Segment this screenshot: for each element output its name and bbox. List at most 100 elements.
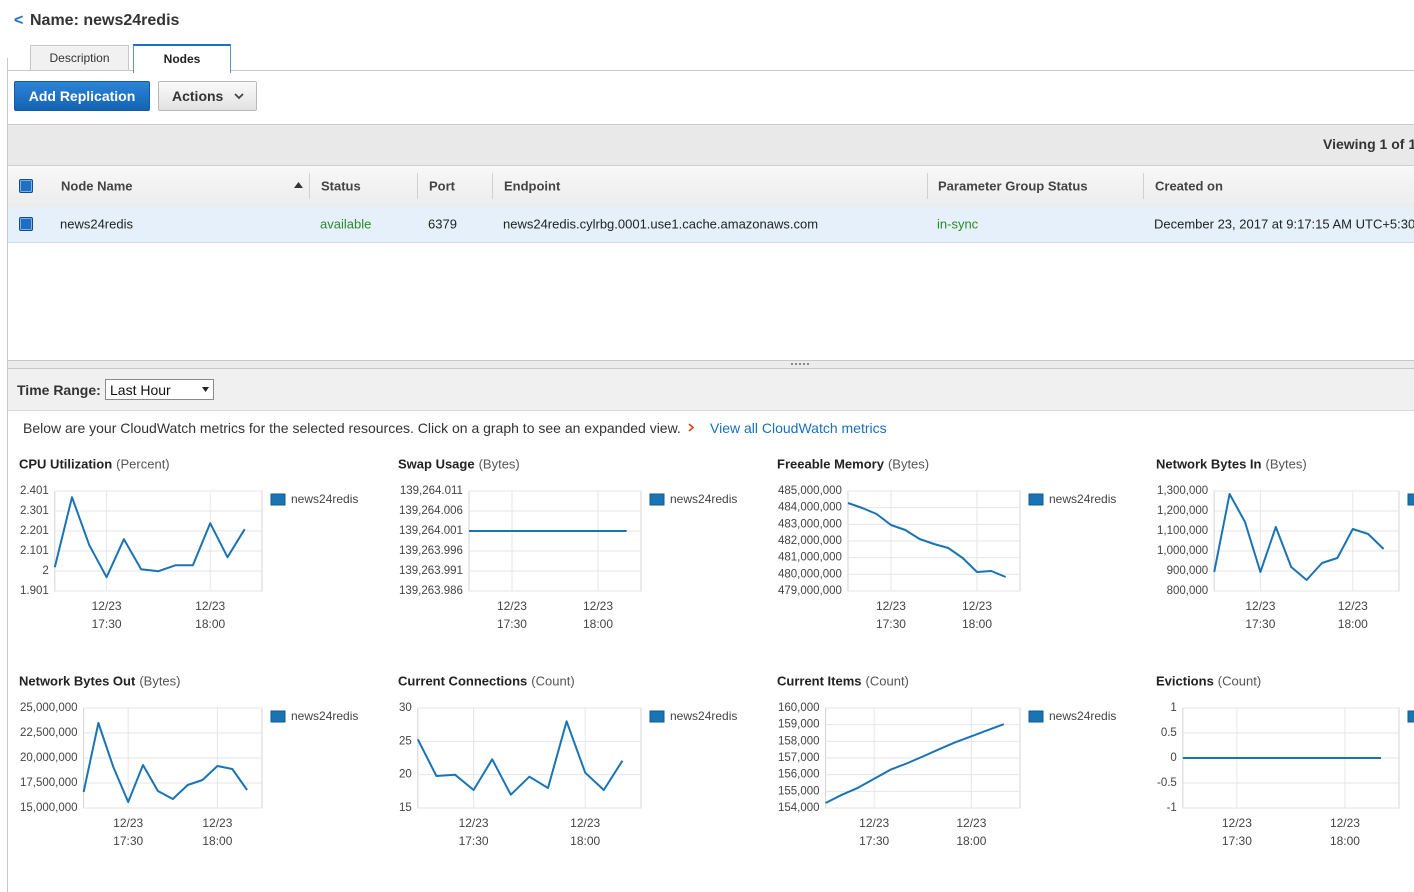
- chart-panel[interactable]: CPU Utilization (Percent) 1.901 2 2.101 2.201…: [19, 455, 398, 655]
- y-tick-label: 1: [1170, 702, 1176, 714]
- charts-area: CPU Utilization (Percent) 1.901 2 2.101 2.201…: [0, 455, 1414, 892]
- legend-swatch: [1028, 493, 1044, 506]
- column-header[interactable]: Status: [321, 178, 361, 194]
- cell: 6379: [428, 216, 457, 232]
- legend-label: news24redis: [291, 709, 358, 723]
- y-tick-label: 483,000,000: [778, 518, 842, 530]
- plot-area: [54, 490, 263, 592]
- column-divider: [492, 173, 493, 199]
- sort-icon: [294, 182, 303, 188]
- chart-unit: (Bytes): [139, 673, 180, 688]
- y-tick-label: 2.101: [20, 545, 49, 557]
- x-tick-label: 12/23 18:00: [582, 599, 613, 631]
- y-tick-label: 160,000: [778, 702, 820, 714]
- y-tick-label: 139,264.011: [400, 485, 463, 497]
- select-arrow: [202, 387, 209, 392]
- x-tick-label: 12/23 18:00: [195, 599, 226, 631]
- chart-title: CPU Utilization: [19, 456, 112, 471]
- data-line: [825, 723, 1005, 804]
- time-range-value: Last Hour: [110, 382, 171, 398]
- chart-unit: (Count): [866, 673, 909, 688]
- column-divider: [309, 173, 310, 199]
- column-header[interactable]: Port: [429, 178, 455, 194]
- tab[interactable]: Description: [30, 45, 129, 71]
- y-tick-label: 139,263.996: [399, 545, 463, 557]
- time-range-select[interactable]: Last Hour: [105, 379, 214, 400]
- column-header[interactable]: Parameter Group Status: [938, 178, 1088, 194]
- y-tick-label: -0.5: [1157, 777, 1177, 789]
- chart: Network Bytes In (Bytes) 800,000 900,000 1,0…: [1156, 456, 1414, 597]
- x-tick-label: 12/23 18:00: [202, 816, 233, 848]
- chart-panel[interactable]: Network Bytes Out (Bytes) 15,000,000 17,500…: [19, 672, 398, 872]
- y-tick-label: 139,264.001: [399, 525, 463, 537]
- x-tick-label: 12/23 17:30: [113, 816, 144, 848]
- row-checkbox[interactable]: [19, 217, 33, 231]
- plot-area: [1213, 490, 1400, 592]
- chart-panel[interactable]: Freeable Memory (Bytes) 479,000,000 480,000…: [777, 455, 1156, 655]
- actions-button[interactable]: Actions: [158, 81, 257, 111]
- chart-unit: (Bytes): [888, 456, 929, 471]
- y-tick-label: 800,000: [1167, 585, 1209, 597]
- splitter[interactable]: [8, 360, 1414, 369]
- y-tick-label: 0.5: [1161, 727, 1177, 739]
- chart-unit: (Bytes): [1265, 456, 1306, 471]
- metrics-intro: Below are your CloudWatch metrics for th…: [23, 420, 681, 436]
- column-divider: [1143, 173, 1144, 199]
- y-tick-label: 1,300,000: [1157, 485, 1208, 497]
- y-tick-label: 2.401: [20, 485, 49, 497]
- x-tick-label: 12/23 17:30: [1245, 599, 1276, 631]
- x-tick-label: 12/23 18:00: [1329, 816, 1360, 848]
- chart-unit: (Bytes): [479, 456, 520, 471]
- chart-panel[interactable]: Current Items (Count) 154,000 155,000 156,00…: [777, 672, 1156, 872]
- table-row[interactable]: [8, 207, 1414, 243]
- add-replication-button[interactable]: Add Replication: [14, 81, 150, 111]
- chart: Current Items (Count) 154,000 155,000 156,00…: [777, 673, 1116, 814]
- viewing-count: Viewing 1 of 1: [1323, 136, 1414, 152]
- column-header[interactable]: Endpoint: [504, 178, 561, 194]
- y-tick-label: 20: [399, 769, 412, 781]
- chart-unit: (Count): [1218, 673, 1261, 688]
- chart-panel[interactable]: Network Bytes In (Bytes) 800,000 900,000 1,0…: [1156, 455, 1414, 655]
- legend-label: news24redis: [1049, 709, 1116, 723]
- x-tick-label: 12/23 17:30: [875, 599, 906, 631]
- chart-panel[interactable]: Current Connections (Count) 15 20 25 30 news24…: [398, 672, 777, 872]
- x-tick-label: 12/23 18:00: [961, 599, 992, 631]
- y-tick-label: 155,000: [778, 785, 820, 797]
- chart-title: Freeable Memory: [777, 456, 885, 471]
- plot: [847, 490, 1021, 592]
- plot-area: [417, 707, 642, 809]
- y-tick-label: 139,264.006: [399, 505, 463, 517]
- cloudwatch-link[interactable]: View all CloudWatch metrics: [710, 420, 887, 436]
- y-tick-label: 158,000: [778, 735, 820, 747]
- cell: December 23, 2017 at 9:17:15 AM UTC+5:30: [1154, 216, 1414, 232]
- back-link[interactable]: <: [14, 12, 24, 29]
- table-toolbar: [8, 124, 1414, 165]
- y-tick-label: 15: [399, 802, 412, 814]
- tab-rule: [8, 70, 1414, 71]
- select-all-checkbox[interactable]: [19, 179, 33, 193]
- data-line: [847, 502, 1007, 578]
- status-cell: in-sync: [937, 216, 979, 232]
- chart-unit: (Percent): [116, 456, 169, 471]
- chart-panel[interactable]: Evictions(Count)-1-0.500.51news24redis12…: [1156, 672, 1414, 872]
- column-header[interactable]: Created on: [1155, 178, 1223, 194]
- column-divider: [927, 173, 928, 199]
- y-tick-label: 25: [399, 735, 412, 747]
- x-tick-label: 12/23 17:30: [1221, 816, 1252, 848]
- plot: [468, 490, 642, 592]
- plot-area: [468, 490, 642, 592]
- column-header[interactable]: Node Name: [61, 178, 133, 194]
- cell: news24redis: [60, 216, 133, 232]
- y-tick-label: -1: [1167, 802, 1177, 814]
- chart: Swap Usage (Bytes) 139,263.986 139,263.991 1…: [398, 456, 737, 597]
- y-tick-label: 159,000: [778, 719, 820, 731]
- status-cell: available: [320, 216, 372, 232]
- tab-active[interactable]: Nodes: [133, 44, 231, 73]
- x-tick-label: 12/23 17:30: [859, 816, 890, 848]
- chart-title: Evictions: [1156, 673, 1214, 688]
- y-tick-label: 484,000,000: [778, 502, 842, 514]
- chart-panel[interactable]: Swap Usage (Bytes) 139,263.986 139,263.991 1…: [398, 455, 777, 655]
- y-tick-label: 157,000: [778, 752, 820, 764]
- y-tick-label: 1,100,000: [1157, 525, 1208, 537]
